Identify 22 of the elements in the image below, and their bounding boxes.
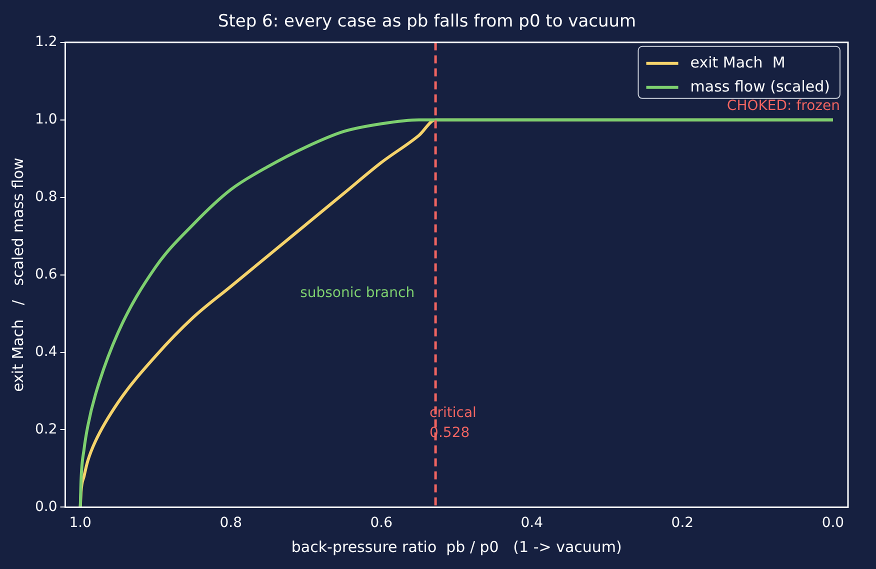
y-tick-label: 0.6: [35, 266, 58, 282]
y-tick-label: 1.2: [35, 34, 58, 50]
x-tick-label: 0.6: [370, 515, 393, 532]
x-tick-label: 0.8: [220, 515, 242, 532]
x-axis-title: back-pressure ratio pb / p0 (1 -> vacuum): [291, 538, 622, 556]
annotation: CHOKED: frozen: [726, 98, 840, 114]
x-tick-label: 0.2: [671, 515, 694, 532]
y-tick-label: 0.2: [35, 421, 58, 438]
legend-label: mass flow (scaled): [690, 77, 830, 96]
x-tick-label: 0.4: [520, 515, 544, 532]
y-tick-label: 0.4: [35, 344, 58, 360]
chart-title: Step 6: every case as pb falls from p0 to vacuum: [218, 12, 636, 32]
y-tick-label: 0.8: [35, 188, 58, 205]
line-series: [78, 118, 834, 508]
ref-line-label: critical 0.528: [430, 405, 476, 442]
x-tick-label: 1.0: [69, 515, 92, 532]
y-tick-label: 1.0: [35, 112, 58, 128]
x-tick-label: 0.0: [822, 515, 844, 532]
legend-label: exit Mach M: [690, 53, 786, 72]
annotation: subsonic branch: [300, 285, 415, 302]
y-tick-label: 0.0: [35, 498, 58, 515]
y-axis-title: exit Mach / scaled mass flow: [8, 158, 27, 392]
